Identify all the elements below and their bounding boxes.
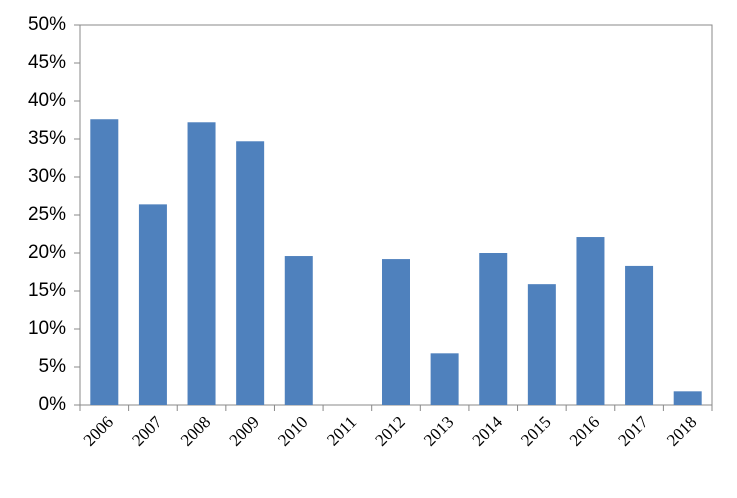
bar [382, 259, 410, 405]
bar [284, 256, 313, 405]
x-tick-label: 2014 [469, 412, 507, 450]
x-tick-label: 2016 [566, 412, 603, 449]
x-tick-label: 2008 [177, 412, 214, 449]
y-tick-label: 25% [28, 204, 66, 225]
y-tick-label: 5% [39, 356, 67, 377]
y-tick-label: 35% [28, 128, 66, 149]
x-tick-label: 2018 [663, 412, 700, 449]
x-tick-label: 2009 [226, 412, 263, 449]
x-tick-label: 2017 [614, 412, 652, 450]
bar [527, 284, 556, 405]
y-tick-label: 0% [39, 394, 67, 415]
y-tick-label: 10% [28, 318, 66, 339]
x-tick-label: 2011 [323, 412, 360, 449]
bar [236, 141, 265, 405]
y-tick-label: 30% [28, 166, 66, 187]
y-tick-label: 20% [28, 242, 66, 263]
x-tick-label: 2006 [80, 412, 117, 449]
x-tick-label: 2012 [371, 412, 408, 449]
bar [430, 353, 459, 405]
x-tick-label: 2007 [128, 412, 166, 450]
bar [90, 119, 119, 406]
x-tick-label: 2015 [517, 412, 554, 449]
bar [479, 253, 508, 405]
y-tick-label: 15% [28, 280, 66, 301]
bar [576, 237, 605, 405]
bar [625, 265, 654, 405]
y-tick-label: 45% [28, 52, 66, 73]
y-tick-label: 50% [28, 14, 66, 35]
y-tick-label: 40% [28, 90, 66, 111]
bar [138, 204, 167, 405]
x-tick-label: 2013 [420, 412, 457, 449]
bar [187, 122, 216, 405]
x-tick-label: 2010 [274, 412, 311, 449]
bar [673, 391, 702, 405]
